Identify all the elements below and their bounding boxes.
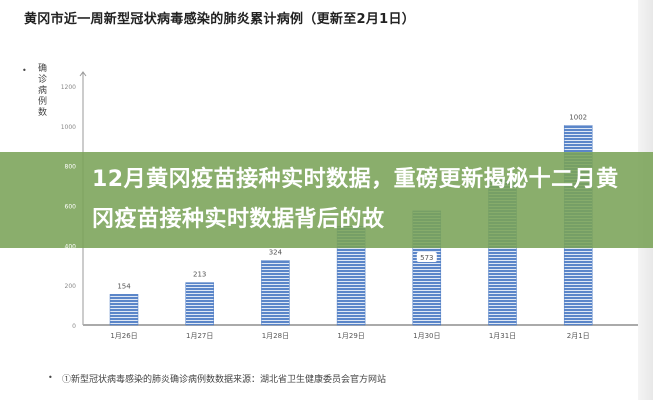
chart-title: 黄冈市近一周新型冠状病毒感染的肺炎累计病例（更新至2月1日） — [24, 12, 416, 27]
y-tick-label: 1000 — [61, 124, 76, 131]
bar — [185, 282, 214, 326]
headline-banner — [0, 152, 653, 248]
x-tick-label: 1月26日 — [110, 332, 137, 340]
x-tick-label: 2月1日 — [567, 332, 590, 340]
x-tick-label: 1月29日 — [337, 332, 364, 340]
x-tick-label: 1月28日 — [262, 332, 289, 340]
y-axis-arrow — [79, 71, 87, 77]
y-tick-label: 1200 — [61, 84, 76, 91]
bar — [261, 260, 290, 326]
bullet-dot: • — [48, 373, 53, 382]
x-tick-label: 1月30日 — [413, 332, 440, 340]
headline-text: 12月黄冈疫苗接种实时数据，重磅更新揭秘十二月黄冈疫苗接种实时数据背后的故 — [92, 167, 619, 232]
x-tick-label: 1月27日 — [186, 332, 213, 340]
y-tick-label: 200 — [65, 283, 77, 290]
y-tick-label: 0 — [72, 323, 76, 330]
y-axis-label: 确诊病例数 — [38, 64, 48, 118]
bar — [109, 294, 139, 326]
x-tick-label: 1月31日 — [489, 332, 516, 340]
bullet-dot: • — [22, 66, 27, 75]
source-footnote: ①新型冠状病毒感染的肺炎确诊病例数数据来源：湖北省卫生健康委员会官方网站 — [62, 375, 387, 385]
